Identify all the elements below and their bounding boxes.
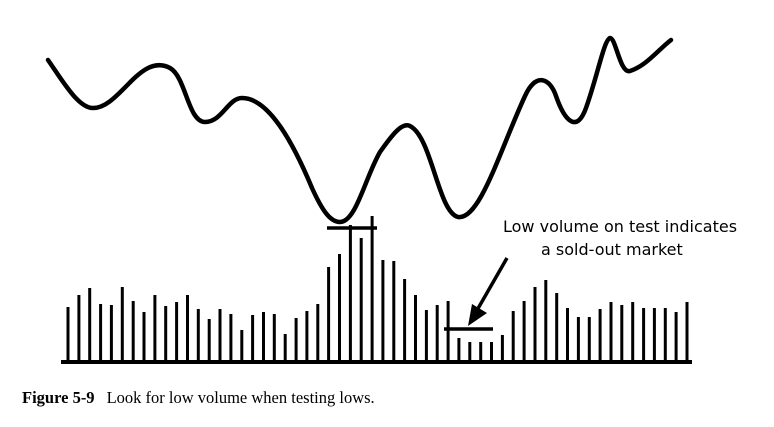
price-curve: [45, 35, 674, 225]
volume-bars: [66, 216, 689, 362]
arrow-head: [468, 304, 487, 326]
annotation-line-1: Low volume on test indicates: [503, 217, 737, 236]
annotation-line-2: a sold-out market: [541, 240, 683, 259]
figure-caption: Figure 5-9 Look for low volume when testi…: [22, 388, 375, 408]
caption-text: Look for low volume when testing lows.: [106, 388, 375, 407]
annotation-arrow: [474, 257, 509, 313]
figure-label: Figure 5-9: [22, 388, 95, 407]
